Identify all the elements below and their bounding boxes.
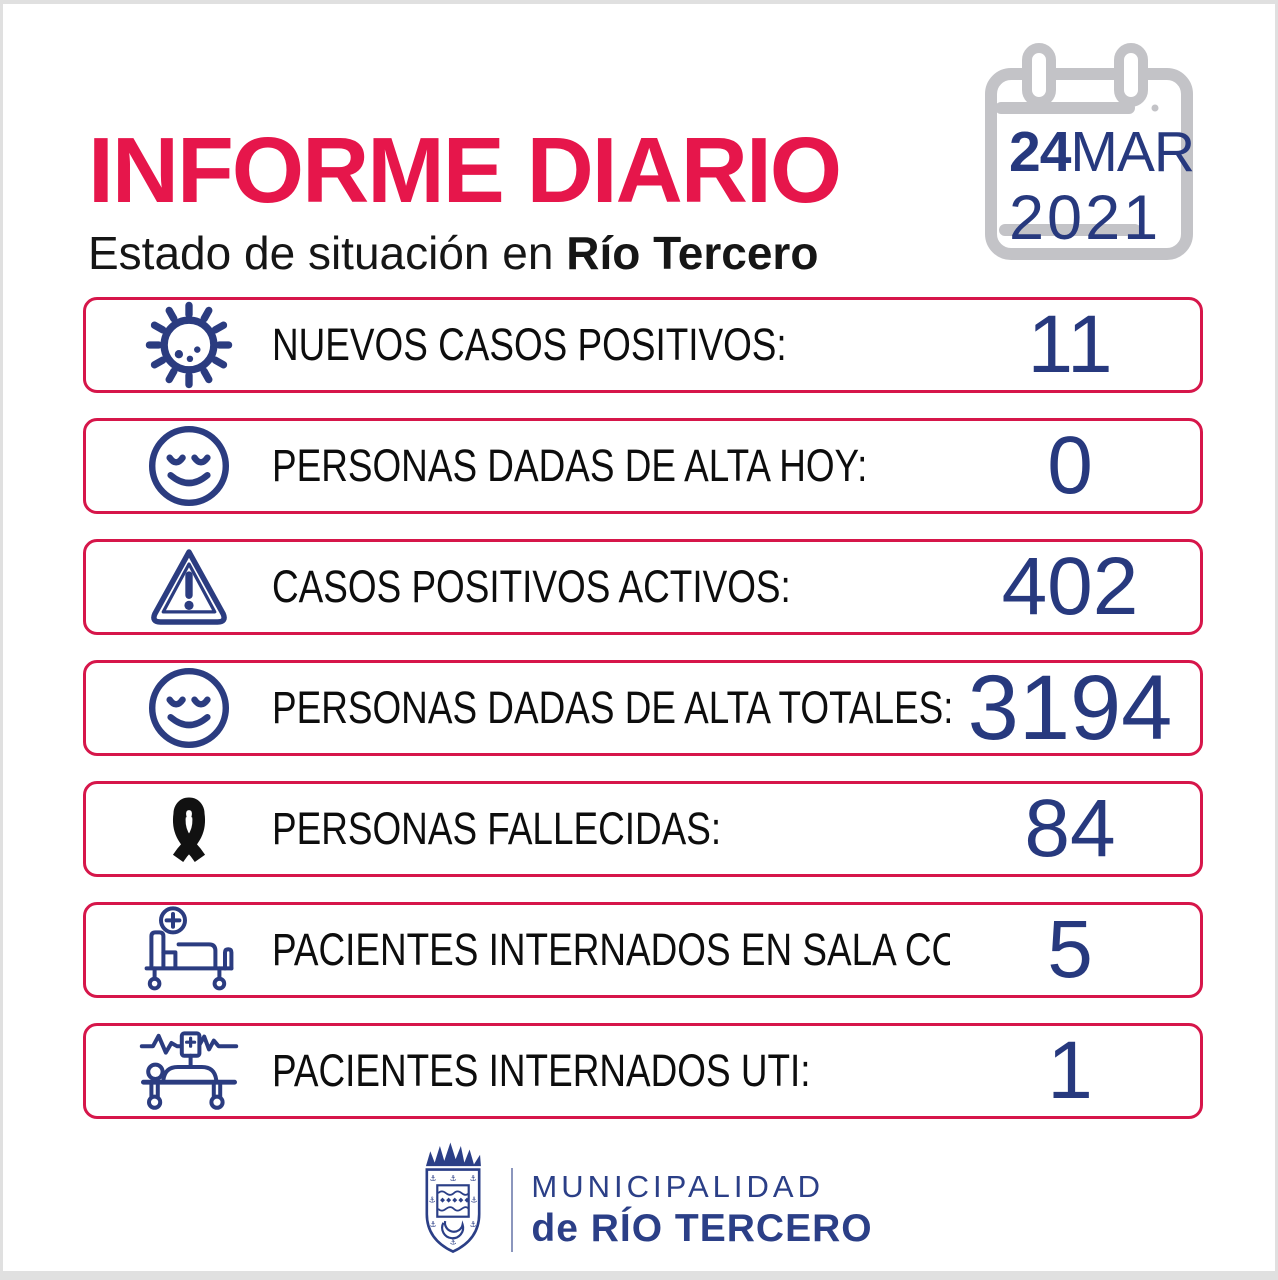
svg-text:⚓: ⚓ <box>471 1196 478 1205</box>
svg-text:⚓: ⚓ <box>450 1174 457 1183</box>
stat-value: 0 <box>1047 420 1093 511</box>
date-month: MAR <box>1070 120 1195 184</box>
stat-label: PERSONAS DADAS DE ALTA HOY: <box>272 440 868 491</box>
page-subtitle: Estado de situación en Río Tercero <box>88 226 840 280</box>
org-name: MUNICIPALIDAD de RÍO TERCERO <box>531 1169 872 1251</box>
smiley-icon <box>134 420 244 512</box>
stat-value: 402 <box>1001 541 1139 632</box>
svg-text:⚓: ⚓ <box>470 1220 477 1229</box>
hospital-bed-icon <box>134 906 244 994</box>
mourning-ribbon-icon <box>134 787 244 871</box>
icu-bed-icon <box>134 1027 244 1115</box>
stat-label: CASOS POSITIVOS ACTIVOS: <box>272 561 791 612</box>
stat-row-casos-activos: CASOS POSITIVOS ACTIVOS: 402 <box>83 539 1203 635</box>
stat-value: 5 <box>1047 904 1093 995</box>
svg-text:⚓: ⚓ <box>430 1220 437 1229</box>
stat-row-nuevos-casos: NUEVOS CASOS POSITIVOS: 11 <box>83 297 1203 393</box>
stat-value: 1 <box>1047 1025 1093 1116</box>
date-card: 24MAR 2021 <box>971 38 1211 278</box>
org-line2: de RÍO TERCERO <box>531 1207 873 1250</box>
rio-tercero-coat-of-arms-icon: ⚓ ⚓ ⚓ ⚓ ⚓ ⚓ ⚓ ⚓ <box>425 1142 482 1254</box>
date-year: 2021 <box>1009 183 1162 253</box>
date-text: 24MAR 2021 <box>1009 124 1195 253</box>
calendar-icon <box>985 43 1193 260</box>
stat-label: PACIENTES INTERNADOS UTI: <box>272 1045 811 1096</box>
stat-value: 3194 <box>967 657 1173 759</box>
svg-text:⚓: ⚓ <box>470 1174 477 1183</box>
stat-value: 84 <box>1024 783 1116 874</box>
stat-label: PERSONAS DADAS DE ALTA TOTALES: <box>272 682 950 733</box>
stat-label: PACIENTES INTERNADOS EN SALA COMÚN: <box>272 924 950 975</box>
svg-text:⚓: ⚓ <box>450 1238 457 1247</box>
stat-row-altas-hoy: PERSONAS DADAS DE ALTA HOY: 0 <box>83 418 1203 514</box>
footer-logo: ⚓ ⚓ ⚓ ⚓ ⚓ ⚓ ⚓ ⚓ MUNICIPALIDAD de RÍO TERCERO <box>3 1132 1275 1270</box>
stat-value: 11 <box>1027 299 1113 390</box>
subtitle-prefix: Estado de situación en <box>88 226 567 279</box>
stats-list: NUEVOS CASOS POSITIVOS: 11 PERSONAS DADA… <box>83 297 1203 1144</box>
report-header: INFORME DIARIO Estado de situación en Rí… <box>88 118 842 280</box>
smiley-icon <box>134 662 244 754</box>
date-day: 24 <box>1009 120 1071 184</box>
stat-row-uti: PACIENTES INTERNADOS UTI: 1 <box>83 1023 1203 1119</box>
svg-text:⚓: ⚓ <box>429 1196 436 1205</box>
warning-icon <box>134 541 244 633</box>
virus-icon <box>134 299 244 391</box>
stat-row-altas-totales: PERSONAS DADAS DE ALTA TOTALES: 3194 <box>83 660 1203 756</box>
org-line1: MUNICIPALIDAD <box>531 1169 824 1204</box>
stat-row-sala-comun: PACIENTES INTERNADOS EN SALA COMÚN: 5 <box>83 902 1203 998</box>
stat-label: PERSONAS FALLECIDAS: <box>272 803 722 854</box>
stat-row-fallecidas: PERSONAS FALLECIDAS: 84 <box>83 781 1203 877</box>
subtitle-city: Río Tercero <box>566 226 819 279</box>
footer-divider <box>511 1168 514 1252</box>
stat-label: NUEVOS CASOS POSITIVOS: <box>272 319 787 370</box>
page-title: INFORME DIARIO <box>88 118 842 222</box>
svg-text:⚓: ⚓ <box>430 1174 437 1183</box>
